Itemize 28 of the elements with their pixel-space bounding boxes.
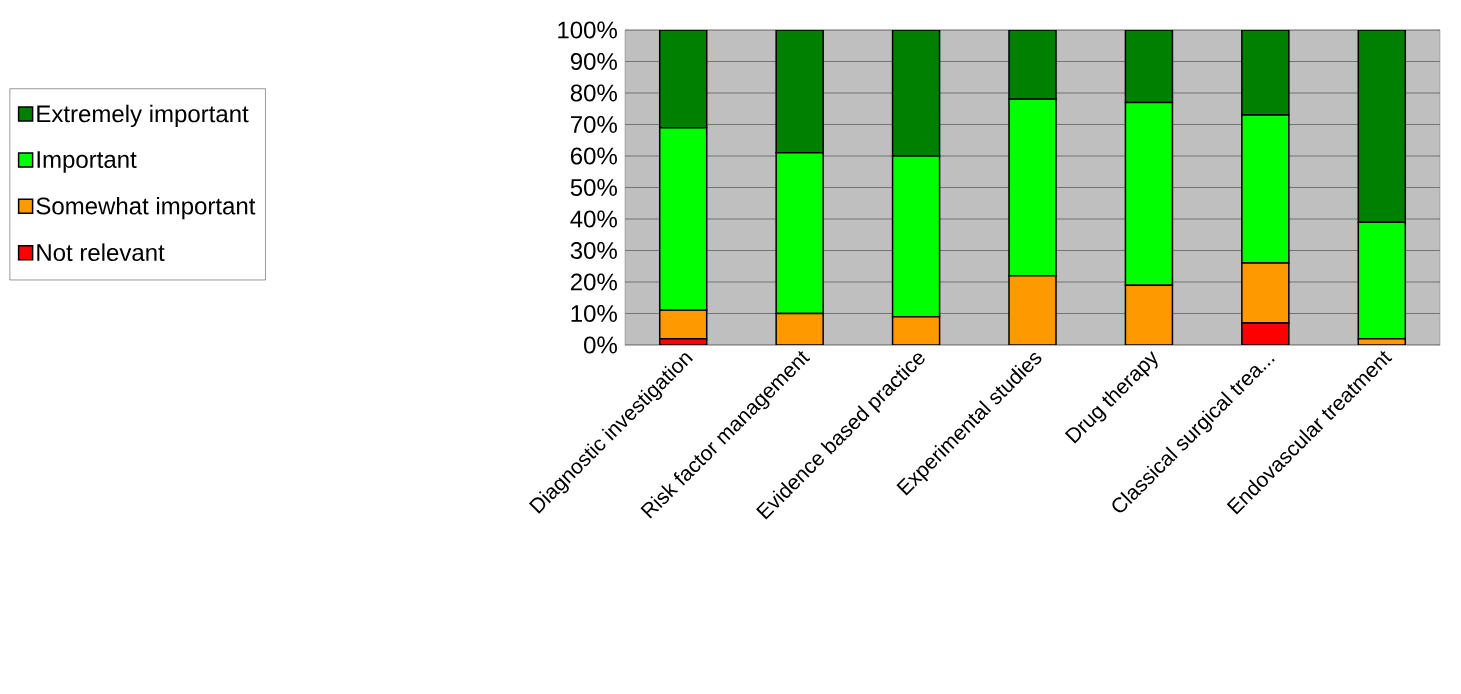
bar (775, 312, 824, 345)
bar (1124, 30, 1174, 104)
y-tick-label: 50% (570, 178, 617, 196)
y-tick-label: 60% (570, 147, 617, 165)
y-tick-label: 0% (584, 336, 617, 354)
bar (891, 30, 941, 157)
y-tick-label: 10% (571, 304, 617, 322)
legend-label: Somewhat important (36, 196, 256, 220)
bar (1008, 274, 1057, 345)
y-tick-label: 20% (570, 273, 617, 291)
bar (1241, 30, 1290, 116)
y-tick-label: 90% (570, 52, 617, 70)
y-tick-label: 30% (570, 241, 617, 259)
bar (1357, 30, 1407, 223)
y-tick-label: 70% (571, 115, 617, 133)
y-tick-label: 100% (558, 21, 617, 39)
legend-label: Not relevant (37, 243, 165, 262)
bar (658, 309, 708, 340)
bar (1241, 262, 1290, 324)
bar (1008, 30, 1057, 101)
legend-label: Extremely important (37, 104, 249, 128)
bar (658, 30, 708, 129)
y-tick-label: 80% (570, 84, 617, 102)
y-tick-label: 40% (570, 210, 617, 228)
bar (1124, 284, 1174, 345)
bar (891, 315, 941, 345)
legend-label: Important (37, 151, 137, 173)
bar (775, 30, 824, 154)
